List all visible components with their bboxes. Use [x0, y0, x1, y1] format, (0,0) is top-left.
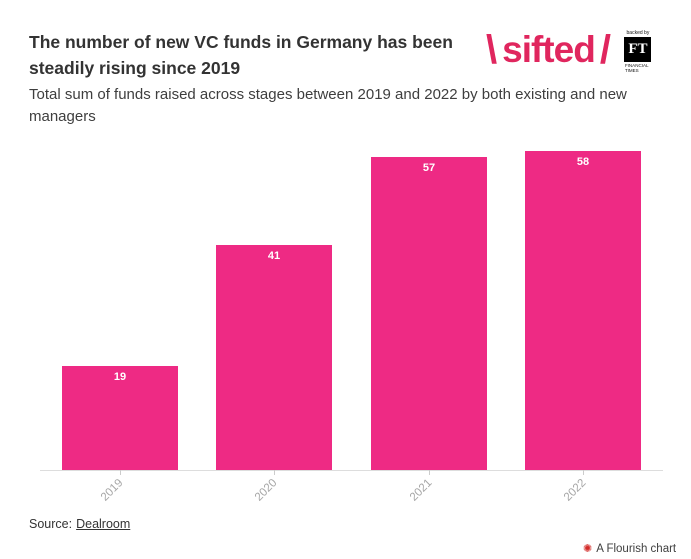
flourish-credit-link[interactable]: ✺ A Flourish chart — [583, 543, 676, 555]
bar-2022[interactable] — [525, 151, 641, 470]
sifted-wordmark: sifted — [502, 29, 596, 70]
sifted-logo: \ sifted / backed by FT FINANCIAL TIMES — [486, 28, 657, 73]
bar-value-label-2019: 19 — [113, 370, 127, 383]
ft-logo-icon: FT — [624, 37, 652, 62]
bar-2021[interactable] — [371, 156, 487, 470]
x-axis-label-2019: 2019 — [98, 477, 126, 504]
source-line: Source: Dealroom — [29, 517, 130, 531]
ft-badge: backed by FT FINANCIAL TIMES — [619, 28, 657, 73]
flourish-credit-label: A Flourish chart — [596, 543, 677, 555]
x-axis-label-2021: 2021 — [407, 477, 435, 504]
bar-2019[interactable] — [62, 365, 178, 470]
bar-value-label-2021: 57 — [422, 161, 436, 174]
ft-badge-backed-by: backed by — [626, 30, 650, 36]
x-axis-tick-2022 — [583, 470, 584, 475]
x-axis-label-2022: 2022 — [561, 477, 589, 504]
chart-title: The number of new VC funds in Germany ha… — [29, 32, 453, 78]
logo-backslash-icon: \ — [486, 28, 498, 72]
x-axis-label-2020: 2020 — [252, 477, 280, 504]
ft-badge-financial-times: FINANCIAL TIMES — [624, 63, 649, 73]
chart-subtitle: Total sum of funds raised across stages … — [29, 86, 627, 125]
flourish-burst-icon: ✺ — [583, 543, 593, 555]
source-prefix: Source: — [29, 517, 73, 531]
bar-2020[interactable] — [216, 244, 332, 470]
bar-value-label-2020: 41 — [267, 249, 281, 262]
x-axis-tick-2019 — [120, 470, 121, 475]
x-axis-tick-2021 — [429, 470, 430, 475]
x-axis-line — [40, 470, 663, 471]
x-axis-tick-2020 — [274, 470, 275, 475]
bar-value-label-2022: 58 — [576, 156, 590, 168]
source-link-dealroom[interactable]: Dealroom — [76, 517, 131, 531]
logo-slash-icon: / — [599, 28, 611, 72]
